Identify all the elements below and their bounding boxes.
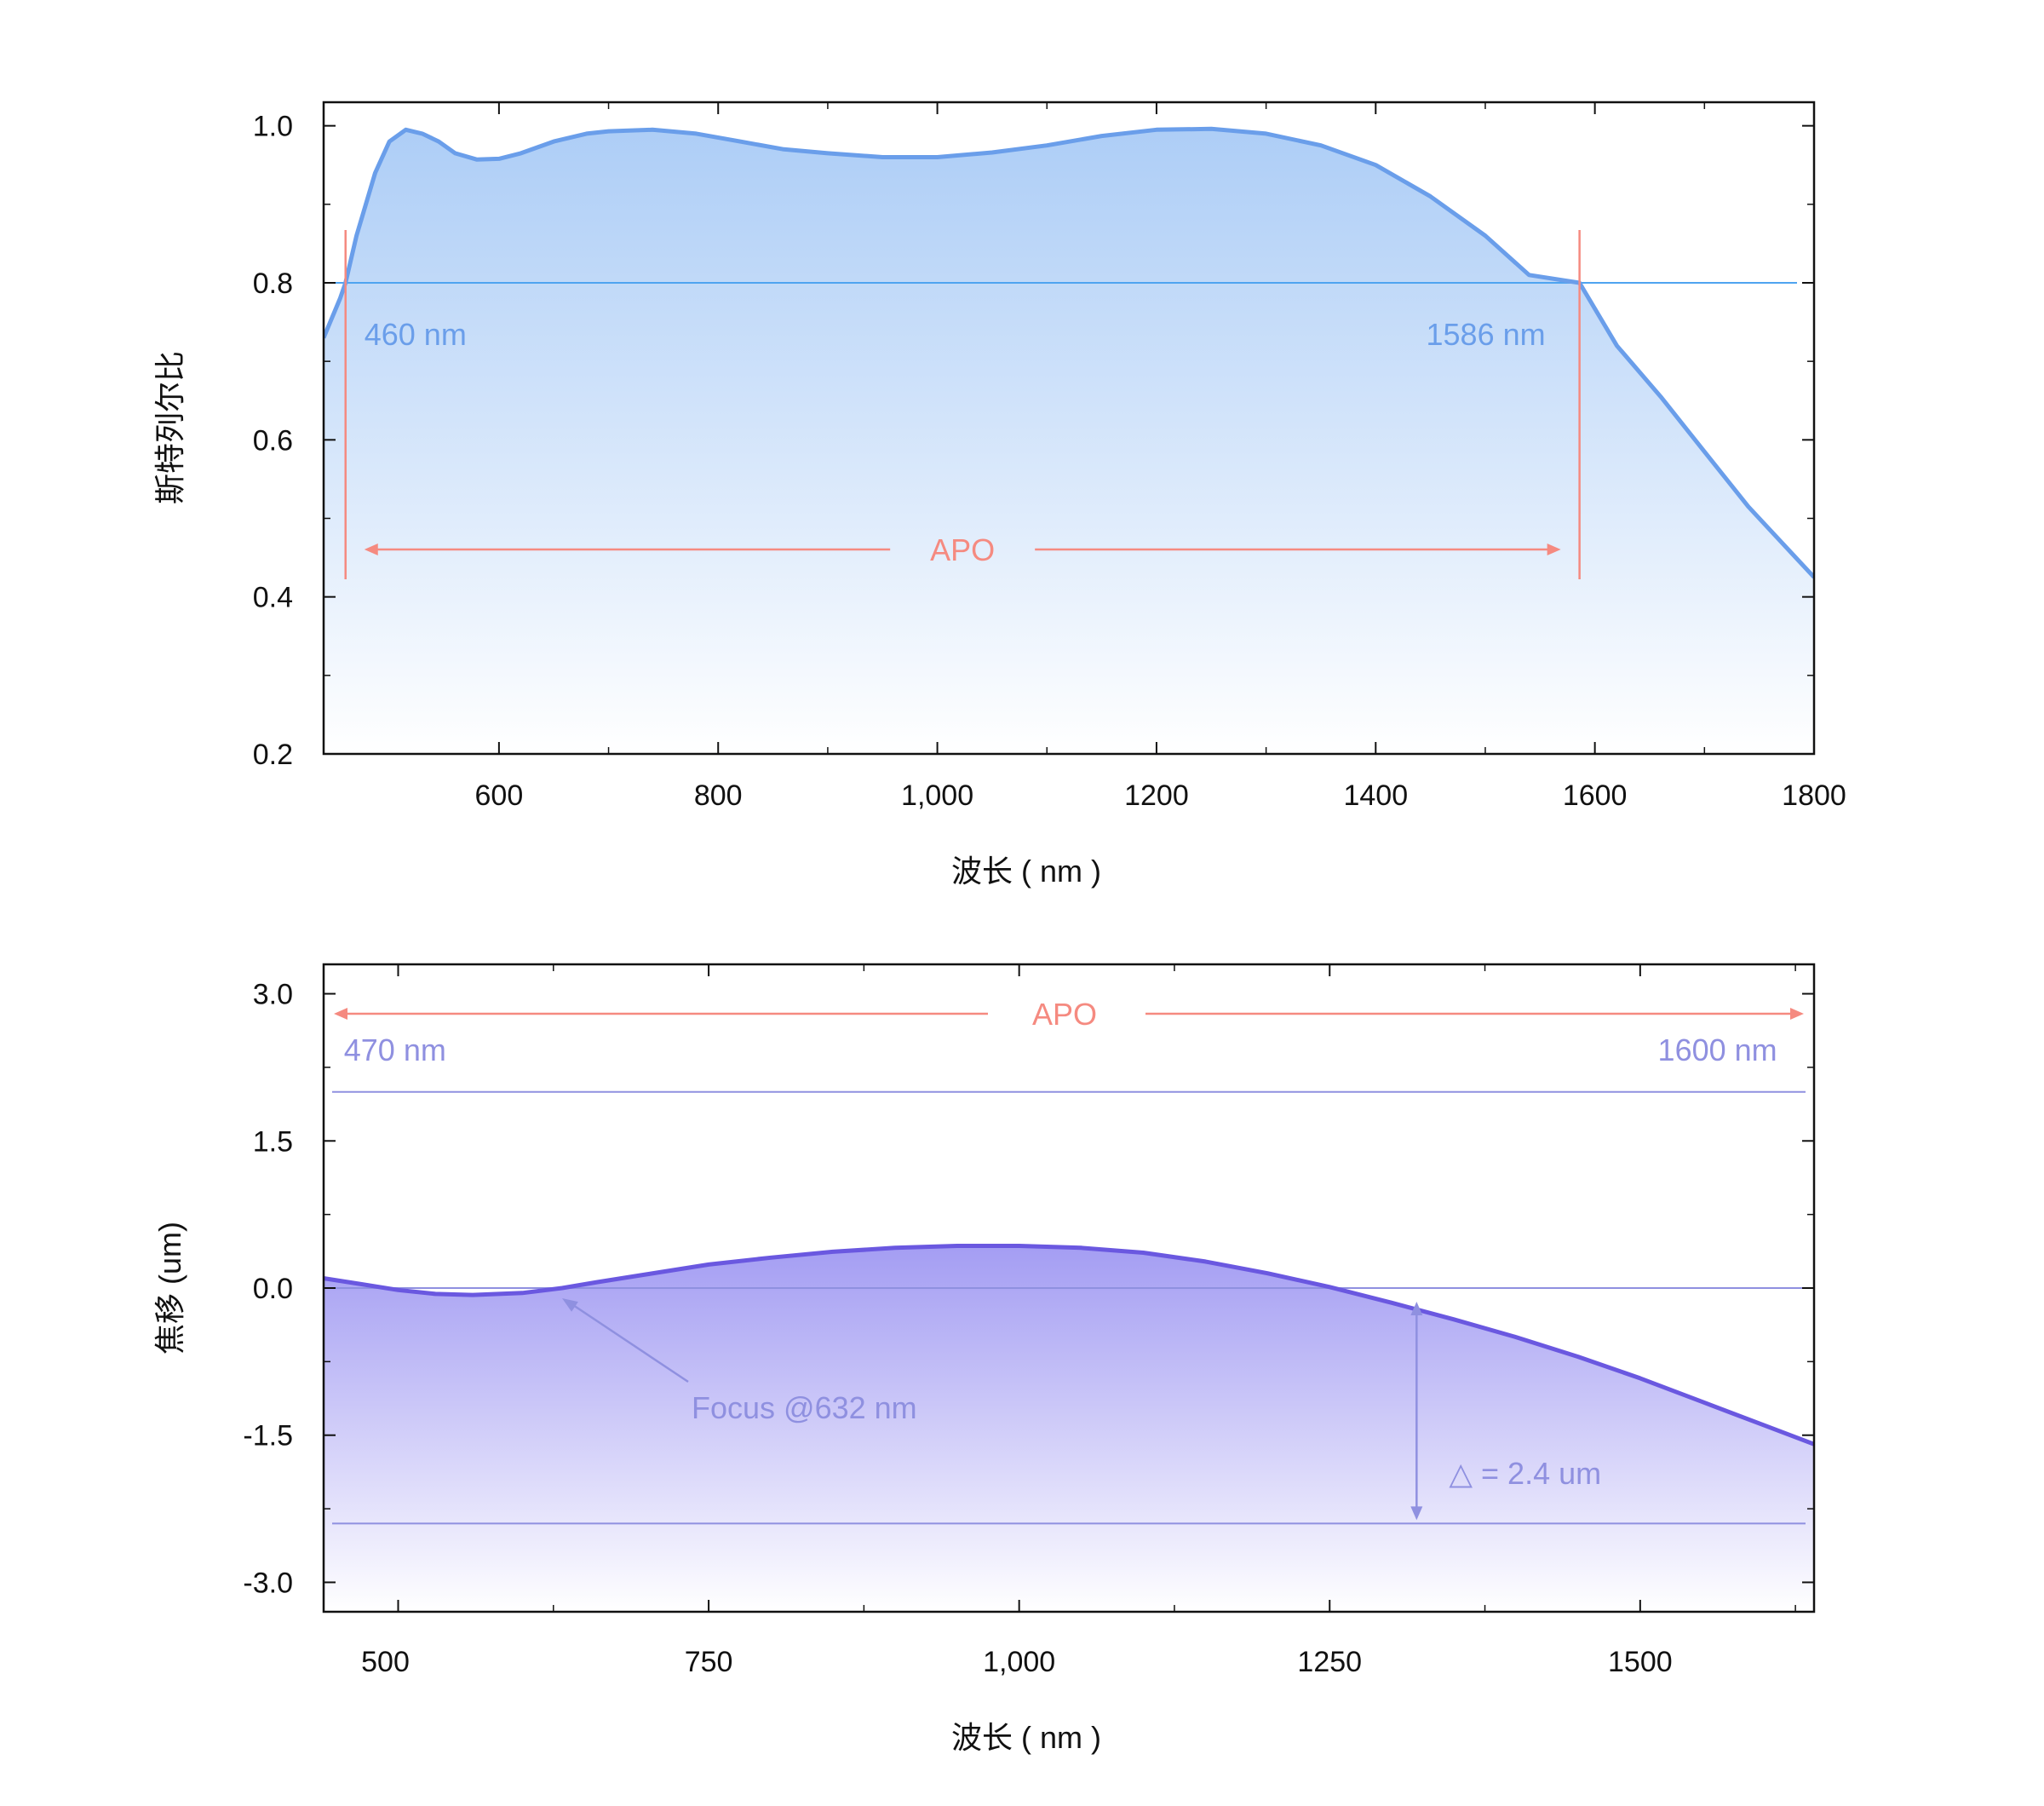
y-tick-label: 0.4 (253, 582, 293, 614)
y-tick-label: 1.0 (253, 111, 293, 143)
y-tick-label: 0.0 (253, 1273, 293, 1305)
x-tick-label: 1250 (1297, 1646, 1362, 1678)
focus-annotation: Focus @632 nm (562, 1298, 917, 1425)
focal-shift-area-fill (324, 1245, 1814, 1612)
x-axis-ticks: 600 800 1,000 1200 1400 1600 1800 (475, 102, 1846, 812)
strehl-curve (324, 126, 1814, 579)
y-tick-label: 1.5 (253, 1125, 293, 1158)
x-tick-label: 1800 (1782, 779, 1846, 812)
focus-label: Focus @632 nm (692, 1390, 917, 1425)
focal-shift-chart: 470 nm 1600 nm APO Focus @632 nm △ = 2.4… (152, 963, 1816, 1755)
y-tick-label: 0.8 (253, 267, 293, 300)
x-axis-label: 波长 ( nm ) (951, 1720, 1101, 1755)
strehl-ratio-chart: 460 nm 1586 nm APO 600 800 1,000 1200 1400 16… (152, 101, 1846, 889)
delta-annotation: △ = 2.4 um (1410, 1302, 1601, 1521)
x-tick-label: 600 (475, 779, 524, 812)
x-axis-ticks: 500 750 1,000 1250 1500 (361, 964, 1796, 1678)
y-tick-label: 0.6 (253, 424, 293, 457)
x-tick-label: 800 (694, 779, 743, 812)
marker-label-1600: 1600 nm (1658, 1032, 1777, 1067)
x-tick-label: 1500 (1608, 1646, 1673, 1678)
apo-range-arrow: APO (334, 997, 1804, 1032)
x-tick-label: 1,000 (983, 1646, 1055, 1678)
y-tick-label: -1.5 (243, 1420, 293, 1452)
focal-shift-curve (324, 1244, 1814, 1447)
x-tick-label: 1200 (1124, 779, 1189, 812)
marker-label-460: 460 nm (365, 317, 467, 352)
x-tick-label: 1600 (1563, 779, 1628, 812)
x-tick-label: 750 (685, 1646, 733, 1678)
marker-label-470: 470 nm (344, 1032, 446, 1067)
apo-label: APO (1032, 997, 1097, 1032)
y-axis-label: 焦移 (um) (152, 1222, 187, 1354)
strehl-area-fill (324, 129, 1814, 754)
y-axis-ticks: -3.0 -1.5 0.0 1.5 3.0 (243, 979, 1814, 1599)
x-tick-label: 1,000 (901, 779, 973, 812)
y-tick-label: 3.0 (253, 979, 293, 1011)
x-tick-label: 500 (361, 1646, 410, 1678)
marker-label-1586: 1586 nm (1427, 317, 1546, 352)
y-axis-ticks: 0.2 0.4 0.6 0.8 1.0 (253, 111, 1814, 771)
x-axis-label: 波长 ( nm ) (951, 854, 1101, 889)
x-tick-label: 1400 (1343, 779, 1408, 812)
delta-label: △ = 2.4 um (1449, 1456, 1601, 1491)
apo-label: APO (930, 532, 995, 567)
y-axis-label: 斯特列尔比 (152, 351, 187, 504)
y-tick-label: 0.2 (253, 739, 293, 771)
plot-frame (322, 101, 1816, 756)
apo-range-arrow: APO (364, 532, 1561, 567)
y-tick-label: -3.0 (243, 1567, 293, 1599)
